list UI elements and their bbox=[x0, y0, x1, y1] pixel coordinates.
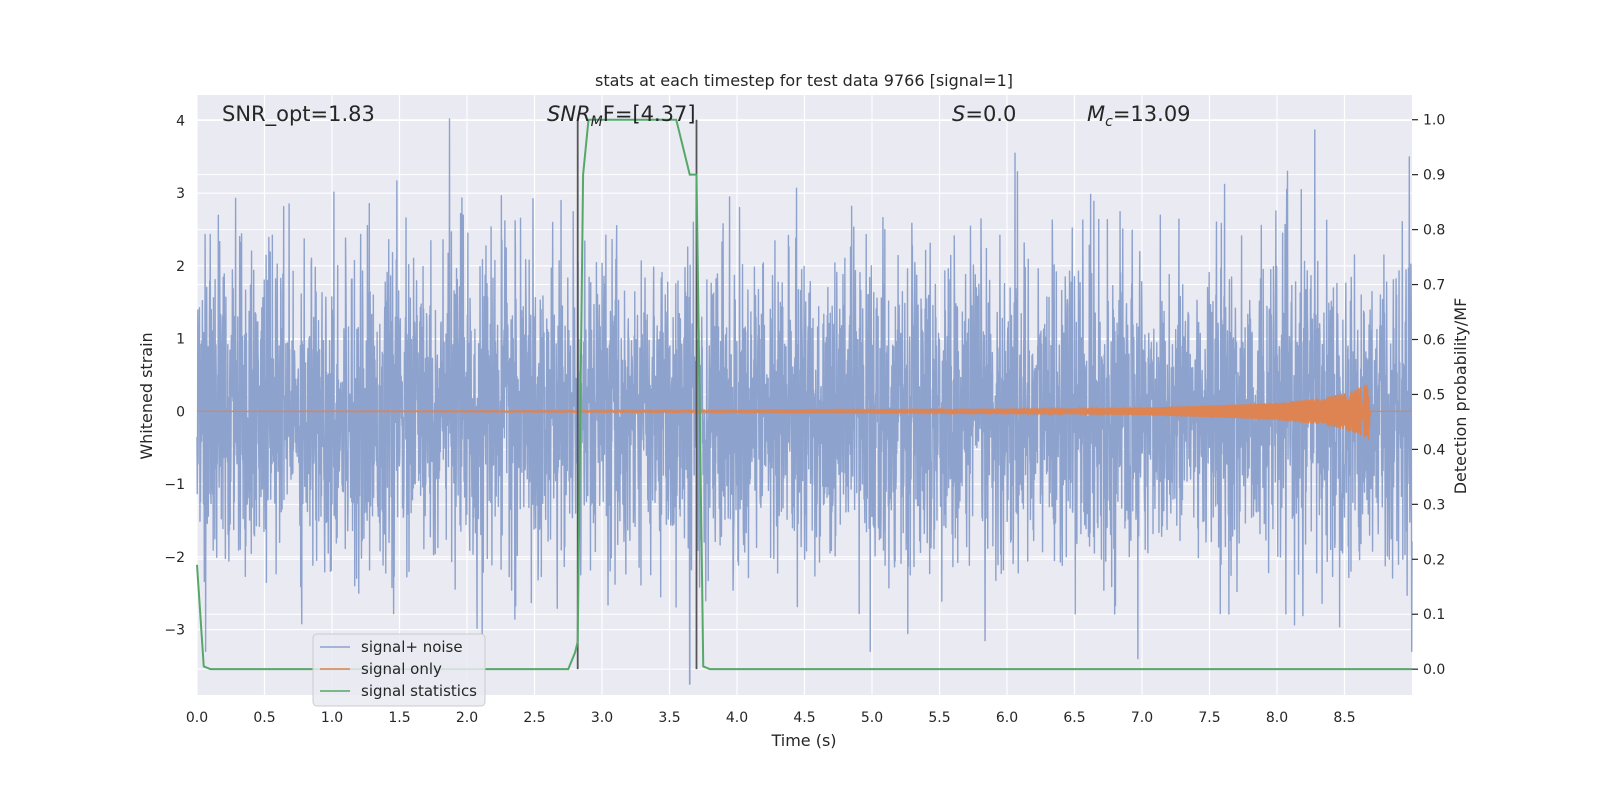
x-tick-label-12: 6.0 bbox=[996, 710, 1018, 726]
y2-tick-label-8: 0.8 bbox=[1423, 223, 1445, 239]
y-tick-label-2: −1 bbox=[164, 477, 185, 493]
signal-only-line bbox=[197, 384, 1412, 440]
series-signal-only bbox=[197, 384, 1412, 440]
y-axis-label: Whitened strain bbox=[137, 332, 156, 459]
x-tick-label-14: 7.0 bbox=[1131, 710, 1153, 726]
y-tick-label-5: 2 bbox=[176, 259, 185, 275]
series-signal-plus-noise bbox=[196, 118, 1413, 685]
signal-plus-noise-line bbox=[196, 118, 1413, 685]
y2-tick-label-9: 0.9 bbox=[1423, 168, 1445, 184]
legend-label-signal-statistics: signal statistics bbox=[361, 682, 477, 700]
y-tick-label-6: 3 bbox=[176, 186, 185, 202]
x-tick-label-13: 6.5 bbox=[1063, 710, 1085, 726]
annotation-s-italic: S bbox=[952, 102, 965, 126]
x-axis-ticks: 0.0 0.5 1.0 1.5 2.0 2.5 3.0 3.5 4.0 4.5 5.0 5.5 6.0 6… bbox=[186, 710, 1356, 726]
annotation-snr-mf-sub: M bbox=[591, 114, 603, 130]
x-tick-label-3: 1.5 bbox=[388, 710, 410, 726]
x-axis-label: Time (s) bbox=[770, 731, 836, 750]
y-tick-label-1: −2 bbox=[164, 550, 185, 566]
annotation-snr-opt: SNR_opt=1.83 bbox=[222, 102, 375, 127]
y2-tick-label-2: 0.2 bbox=[1423, 552, 1445, 568]
y2-tick-label-5: 0.5 bbox=[1423, 387, 1445, 403]
annotation-mc-sub: c bbox=[1105, 114, 1113, 130]
signal-statistics-line bbox=[196, 118, 1412, 671]
y2-tick-label-3: 0.3 bbox=[1423, 497, 1445, 513]
y-axis-ticks: −3 −2 −1 0 1 2 3 4 bbox=[164, 113, 185, 638]
chart-title: stats at each timestep for test data 976… bbox=[595, 71, 1013, 90]
x-tick-label-15: 7.5 bbox=[1198, 710, 1220, 726]
x-tick-label-9: 4.5 bbox=[793, 710, 815, 726]
legend: signal+ noise signal only signal statist… bbox=[312, 633, 486, 707]
x-tick-label-4: 2.0 bbox=[456, 710, 478, 726]
annotation-snr-mf-rest: F=[4.37] bbox=[603, 102, 696, 126]
annotation-mc-italic: M bbox=[1087, 102, 1105, 126]
y2-axis-label: Detection probability/MF bbox=[1451, 298, 1470, 495]
annotation-mc: Mc=13.09 bbox=[1087, 102, 1191, 130]
x-tick-label-6: 3.0 bbox=[591, 710, 613, 726]
x-tick-label-5: 2.5 bbox=[523, 710, 545, 726]
annotation-s: S=0.0 bbox=[952, 102, 1016, 126]
y2-tick-label-7: 0.7 bbox=[1423, 278, 1445, 294]
y2-tick-label-6: 0.6 bbox=[1423, 333, 1445, 349]
y-tick-label-3: 0 bbox=[176, 404, 185, 420]
x-tick-label-1: 0.5 bbox=[253, 710, 275, 726]
x-tick-label-0: 0.0 bbox=[186, 710, 208, 726]
annotation-s-value: =0.0 bbox=[965, 102, 1016, 126]
annotation-mc-value: =13.09 bbox=[1113, 102, 1191, 126]
x-tick-label-2: 1.0 bbox=[321, 710, 343, 726]
x-tick-label-17: 8.5 bbox=[1333, 710, 1355, 726]
annotation-snr-mf-main: SNR bbox=[547, 102, 591, 126]
y2-axis-ticks: 0.0 0.1 0.2 0.3 0.4 0.5 0.6 0.7 0.8 0.9 1.0 bbox=[1412, 113, 1445, 678]
x-tick-label-7: 3.5 bbox=[658, 710, 680, 726]
annotation-snr-mf: SNRMF=[4.37] bbox=[547, 102, 696, 130]
y2-tick-label-10: 1.0 bbox=[1423, 113, 1445, 129]
x-tick-label-11: 5.5 bbox=[928, 710, 950, 726]
x-tick-label-16: 8.0 bbox=[1266, 710, 1288, 726]
y-tick-label-7: 4 bbox=[176, 113, 185, 129]
y2-tick-label-0: 0.0 bbox=[1423, 662, 1445, 678]
legend-label-signal-plus-noise: signal+ noise bbox=[361, 638, 463, 656]
y2-tick-label-1: 0.1 bbox=[1423, 607, 1445, 623]
y-tick-label-4: 1 bbox=[176, 332, 185, 348]
legend-box bbox=[312, 633, 486, 707]
series-signal-statistics bbox=[196, 118, 1412, 671]
legend-label-signal-only: signal only bbox=[361, 660, 442, 678]
y2-tick-label-4: 0.4 bbox=[1423, 442, 1445, 458]
x-tick-label-10: 5.0 bbox=[861, 710, 883, 726]
x-tick-label-8: 4.0 bbox=[726, 710, 748, 726]
y-tick-label-0: −3 bbox=[164, 623, 185, 639]
